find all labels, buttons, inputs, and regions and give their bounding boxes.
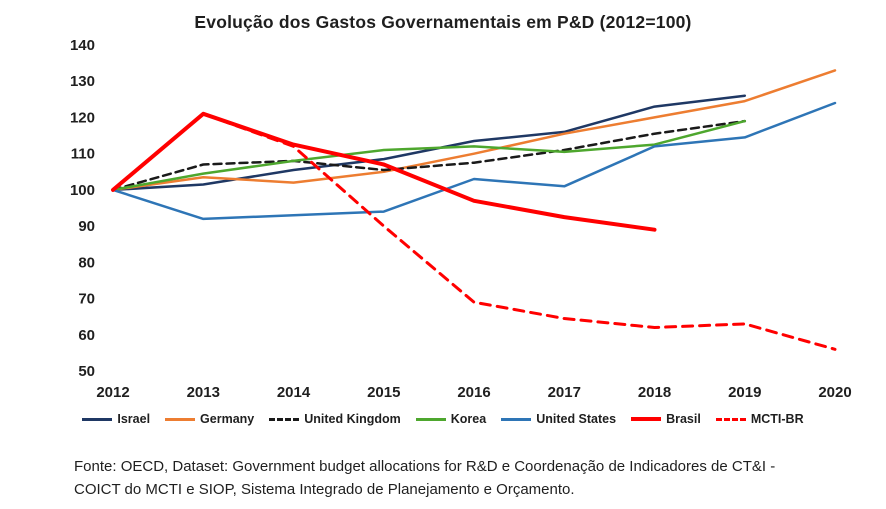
x-axis-tick-label: 2017 (548, 384, 581, 401)
legend-item-germany: Germany (165, 412, 254, 426)
legend-item-mcti-br: MCTI-BR (715, 412, 804, 426)
y-axis-tick-label: 120 (70, 109, 95, 126)
y-axis-tick-label: 110 (71, 146, 95, 163)
legend-label: Israel (117, 412, 151, 426)
legend-label: Korea (450, 412, 487, 426)
legend-line-swatch (415, 417, 446, 421)
series-line-germany (111, 69, 837, 192)
x-axis-tick-label: 2014 (277, 384, 311, 401)
x-axis-tick-label: 2016 (457, 384, 490, 401)
series-line-israel (111, 94, 747, 192)
y-axis-tick-label: 50 (78, 363, 95, 380)
legend-label: United Kingdom (304, 412, 401, 426)
legend-item-korea: Korea (415, 412, 487, 426)
legend-line-swatch (715, 417, 746, 421)
legend-label: Germany (200, 412, 255, 426)
chart-title: Evolução dos Gastos Governamentais em P&… (194, 12, 692, 32)
chart-plot: 50 60 70 80 90 100 110 120 130 140 2012 2013 2014 201… (70, 37, 852, 401)
series-line-korea (111, 119, 747, 192)
legend-line-swatch (82, 417, 113, 421)
y-axis-tick-label: 100 (70, 182, 95, 199)
legend-label: United States (536, 412, 617, 426)
legend-line-swatch (501, 417, 532, 421)
source-note: Fonte: OECD, Dataset: Government budget … (74, 456, 826, 501)
y-axis-tick-label: 70 (78, 291, 95, 308)
x-axis-tick-label: 2020 (818, 384, 851, 401)
legend-line-swatch (631, 417, 662, 421)
x-axis-tick-label: 2015 (367, 384, 400, 401)
plot-area: 50 60 70 80 90 100 110 120 130 140 2012 2013 2014 201… (5, 33, 881, 410)
y-axis-tick-label: 130 (70, 73, 95, 90)
source-note-line1: Fonte: OECD, Dataset: Government budget … (74, 458, 776, 475)
x-axis-tick-label: 2018 (638, 384, 671, 401)
x-axis-tick-label: 2019 (728, 384, 761, 401)
series-line-united-states (111, 101, 837, 221)
legend-item-united-kingdom: United Kingdom (269, 412, 401, 426)
legend-line-swatch (269, 417, 300, 421)
legend-item-israel: Israel (82, 412, 150, 426)
source-note-line2: COICT do MCTI e SIOP, Sistema Integrado … (74, 480, 575, 498)
legend-label: Brasil (666, 412, 701, 426)
legend-line-swatch (165, 417, 196, 421)
legend-label: MCTI-BR (750, 412, 804, 426)
legend: Israel Germany United Kingdom Korea United S… (0, 412, 886, 426)
x-axis-tick-label: 2013 (187, 384, 220, 401)
x-axis-tick-label: 2012 (96, 384, 129, 401)
legend-item-united-states: United States (501, 412, 616, 426)
y-axis-tick-label: 60 (78, 327, 95, 344)
series-line-united-kingdom (111, 119, 747, 192)
series-line-mcti-br (111, 112, 837, 351)
y-axis-tick-label: 80 (78, 254, 95, 271)
legend-item-brasil: Brasil (631, 412, 701, 426)
y-axis-tick-label: 140 (70, 37, 95, 54)
y-axis-tick-label: 90 (78, 218, 95, 235)
